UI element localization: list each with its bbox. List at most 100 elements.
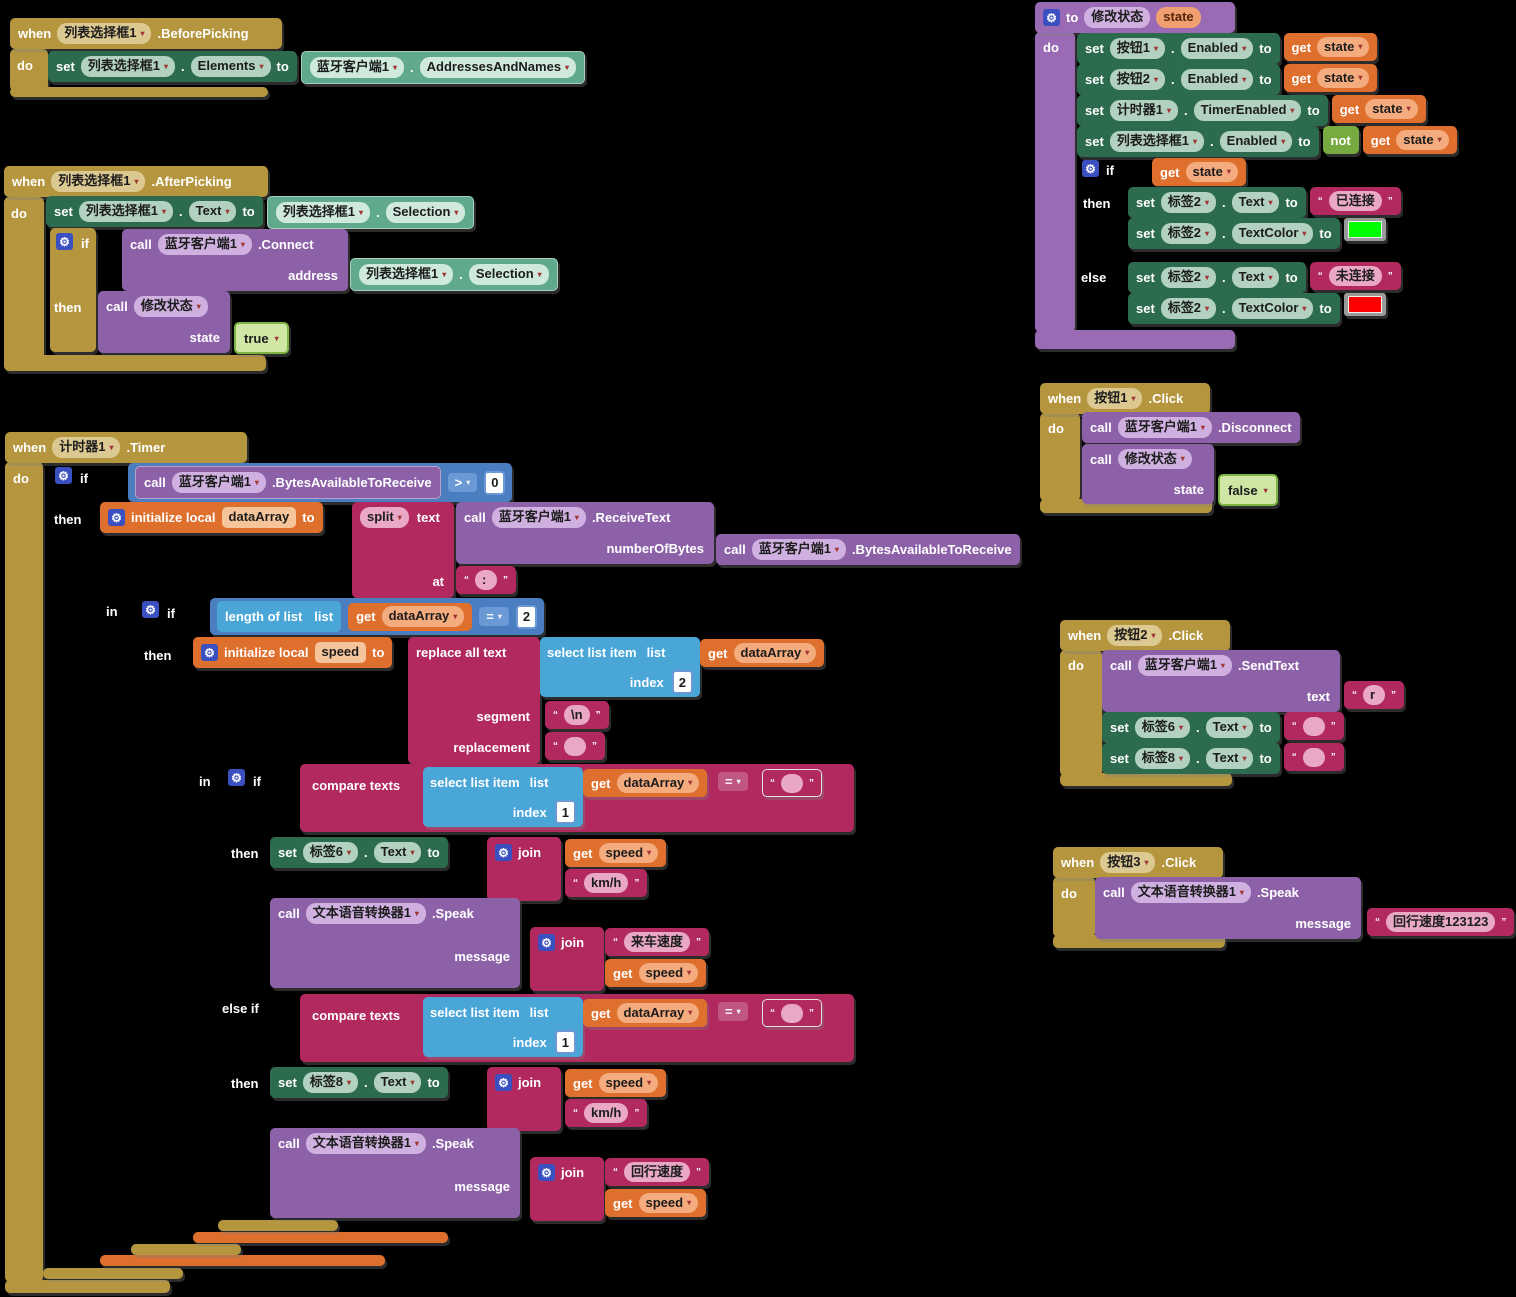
string-empty-block[interactable]: “ ” [545, 732, 605, 760]
string-value[interactable]: \n [564, 704, 590, 726]
component-dropdown[interactable]: 按钮1 ▾ [1087, 388, 1143, 409]
property-dropdown[interactable]: TimerEnabled ▾ [1193, 100, 1302, 121]
component-dropdown[interactable]: 蓝牙客户端1 ▾ [157, 234, 252, 255]
string-value[interactable]: r [1363, 684, 1385, 706]
component-dropdown[interactable]: 文本语音转换器1 ▾ [305, 903, 426, 924]
variable-dropdown[interactable]: state ▾ [1396, 129, 1449, 151]
variable-dropdown[interactable]: dataArray ▾ [381, 606, 465, 627]
button1-click-header[interactable]: when 按钮1 ▾ .Click [1040, 383, 1210, 414]
mutator-gear-icon[interactable]: ⚙ [56, 233, 73, 250]
component-dropdown[interactable]: 计时器1 ▾ [52, 437, 121, 458]
component-dropdown[interactable]: 文本语音转换器1 ▾ [1130, 882, 1251, 903]
component-dropdown[interactable]: 蓝牙客户端1 ▾ [1117, 417, 1212, 438]
property-dropdown[interactable]: Text ▾ [373, 842, 422, 863]
procedure-dropdown[interactable]: 修改状态 ▾ [1117, 448, 1192, 470]
string-value[interactable] [1302, 747, 1325, 767]
set-label2-textcolor-block[interactable]: set 标签2 ▾ . TextColor ▾ to [1128, 293, 1340, 324]
length-of-list-block[interactable]: length of list list [217, 601, 342, 632]
select-list-item-block[interactable]: select list item list index 1 [423, 997, 583, 1057]
get-dataarray-block[interactable]: get dataArray ▾ [348, 602, 473, 631]
call-speak-block[interactable]: call 文本语音转换器1 ▾ .Speak message [1095, 877, 1361, 939]
replace-all-text-block[interactable]: replace all text segment replacement [408, 637, 540, 764]
string-kmh-block[interactable]: “ km/h ” [565, 1099, 648, 1127]
string-value[interactable]: 已连接 [1328, 190, 1382, 212]
split-block[interactable]: split ▾ text at [352, 502, 454, 598]
component-dropdown[interactable]: 列表选择框1 ▾ [78, 201, 174, 222]
string-b-block[interactable]: “ ” [762, 999, 822, 1027]
variable-dropdown[interactable]: dataArray ▾ [616, 772, 700, 794]
component-dropdown[interactable]: 蓝牙客户端1 ▾ [171, 472, 266, 493]
initialize-local-speed-block[interactable]: ⚙ initialize local speed to [193, 637, 393, 668]
variable-dropdown[interactable]: speed ▾ [638, 1192, 699, 1214]
string-value[interactable]: 回行速度 [624, 1161, 691, 1183]
string-value[interactable] [781, 1003, 803, 1023]
set-label8-text-block[interactable]: set 标签8 ▾ . Text ▾ to [270, 1067, 448, 1098]
variable-dropdown[interactable]: speed ▾ [638, 962, 699, 984]
string-empty-block[interactable]: “ ” [1283, 712, 1344, 740]
number-zero-block[interactable]: 0 [484, 470, 506, 495]
property-dropdown[interactable]: AddressesAndNames ▾ [419, 57, 577, 78]
procedure-header[interactable]: ⚙ to 修改状态 state [1035, 2, 1235, 33]
color-red-block[interactable] [1343, 293, 1386, 316]
mutator-gear-icon[interactable]: ⚙ [538, 1164, 555, 1181]
set-timer-enabled-block[interactable]: set 计时器1 ▾ . TimerEnabled ▾ to [1077, 95, 1328, 126]
call-speak-block[interactable]: call 文本语音转换器1 ▾ .Speak message [270, 898, 520, 988]
get-dataarray-block[interactable]: get dataArray ▾ [583, 769, 708, 797]
join-block[interactable]: ⚙ join [487, 837, 561, 901]
component-dropdown[interactable]: 文本语音转换器1 ▾ [305, 1133, 426, 1154]
join-block[interactable]: ⚙ join [487, 1067, 561, 1131]
string-notconnected-block[interactable]: “ 未连接 ” [1309, 262, 1401, 290]
property-dropdown[interactable]: Text ▾ [1231, 192, 1280, 213]
operator-dropdown[interactable]: > ▾ [447, 473, 478, 492]
mutator-gear-icon[interactable]: ⚙ [1043, 9, 1060, 26]
equals-compare-block[interactable]: length of list list get dataArray ▾ = ▾ 2 [210, 598, 545, 635]
get-speed-block[interactable]: get speed ▾ [605, 1189, 707, 1217]
property-dropdown[interactable]: TextColor ▾ [1231, 298, 1314, 319]
component-dropdown[interactable]: 标签6 ▾ [1134, 717, 1191, 738]
mutator-gear-icon[interactable]: ⚙ [1082, 160, 1099, 177]
string-value[interactable]: 来车速度 [624, 931, 691, 953]
property-dropdown[interactable]: Text ▾ [1205, 748, 1254, 769]
variable-dropdown[interactable]: state ▾ [1185, 161, 1238, 183]
property-dropdown[interactable]: Enabled ▾ [1219, 131, 1293, 152]
string-kmh-block[interactable]: “ km/h ” [565, 869, 648, 897]
get-state-block[interactable]: get state ▾ [1283, 33, 1378, 61]
component-dropdown[interactable]: 蓝牙客户端1 ▾ [1137, 655, 1232, 676]
getter-selection-block[interactable]: 列表选择框1 ▾ . Selection ▾ [350, 258, 558, 291]
component-dropdown[interactable]: 按钮3 ▾ [1100, 852, 1156, 873]
property-dropdown[interactable]: Text ▾ [1231, 267, 1280, 288]
call-speak-block[interactable]: call 文本语音转换器1 ▾ .Speak message [270, 1128, 520, 1218]
number-one-block[interactable]: 1 [554, 1030, 576, 1054]
variable-dropdown[interactable]: dataArray ▾ [616, 1002, 700, 1024]
property-dropdown[interactable]: Selection ▾ [468, 264, 549, 285]
variable-dropdown[interactable]: speed ▾ [598, 1072, 659, 1094]
variable-dropdown[interactable]: state ▾ [1317, 36, 1370, 58]
set-label2-text-block[interactable]: set 标签2 ▾ . Text ▾ to [1128, 262, 1306, 293]
component-dropdown[interactable]: 标签2 ▾ [1160, 267, 1217, 288]
component-dropdown[interactable]: 列表选择框1 ▾ [80, 56, 176, 77]
set-label6-text-block[interactable]: set 标签6 ▾ . Text ▾ to [1102, 712, 1280, 743]
component-dropdown[interactable]: 标签2 ▾ [1160, 223, 1217, 244]
call-sendtext-block[interactable]: call 蓝牙客户端1 ▾ .SendText text [1102, 650, 1340, 712]
procedure-name-field[interactable]: 修改状态 [1084, 7, 1151, 28]
get-speed-block[interactable]: get speed ▾ [605, 959, 707, 987]
variable-dropdown[interactable]: state ▾ [1365, 98, 1418, 120]
mutator-gear-icon[interactable]: ⚙ [495, 1074, 512, 1091]
string-comingspeed-block[interactable]: “ 来车速度 ” [605, 928, 710, 956]
string-value[interactable]: 未连接 [1328, 265, 1382, 287]
number-two-block[interactable]: 2 [515, 604, 538, 629]
component-dropdown[interactable]: 标签6 ▾ [302, 842, 359, 863]
set-label2-text-block[interactable]: set 标签2 ▾ . Text ▾ to [1128, 187, 1306, 218]
property-dropdown[interactable]: Text ▾ [188, 201, 237, 222]
button2-click-header[interactable]: when 按钮2 ▾ .Click [1060, 620, 1230, 651]
component-dropdown[interactable]: 列表选择框1 ▾ [1109, 131, 1205, 152]
join-block[interactable]: ⚙ join [530, 1157, 604, 1221]
property-dropdown[interactable]: Enabled ▾ [1180, 69, 1254, 90]
string-returnspeed-block[interactable]: “ 回行速度 ” [605, 1158, 710, 1186]
color-green-block[interactable] [1343, 218, 1386, 241]
mutator-gear-icon[interactable]: ⚙ [142, 601, 159, 618]
component-dropdown[interactable]: 列表选择框1 ▾ [57, 23, 152, 44]
component-dropdown[interactable]: 标签8 ▾ [302, 1072, 359, 1093]
mutator-gear-icon[interactable]: ⚙ [108, 509, 125, 526]
string-value[interactable]: km/h [584, 1102, 629, 1124]
